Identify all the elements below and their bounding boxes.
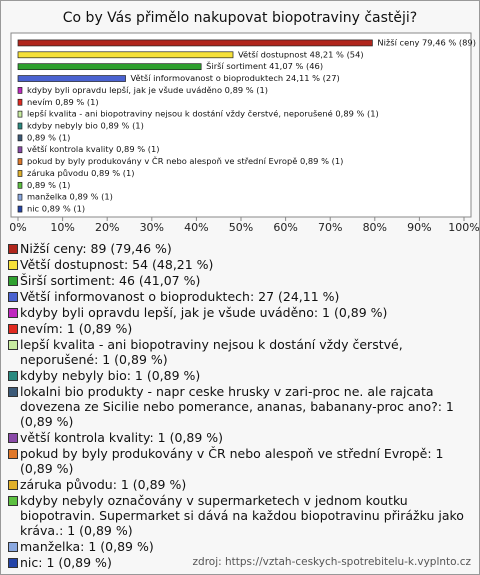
- legend-swatch: [8, 433, 18, 443]
- legend-swatch: [8, 480, 18, 490]
- legend-label: nevím: 1 (0,89 %): [20, 321, 133, 336]
- bar: [17, 39, 373, 47]
- legend-label: kdyby nebyly bio: 1 (0,89 %): [20, 368, 201, 383]
- value-label: Větší dostupnost 48,21 % (54): [238, 49, 364, 59]
- legend-item: Větší dostupnost: 54 (48,21 %): [7, 257, 473, 272]
- legend-label: Větší dostupnost: 54 (48,21 %): [20, 257, 214, 272]
- legend-label: manželka: 1 (0,89 %): [20, 539, 154, 554]
- bar: [17, 63, 202, 71]
- legend-label: nic: 1 (0,89 %): [20, 555, 112, 570]
- legend-item: Širší sortiment: 46 (41,07 %): [7, 273, 473, 288]
- bar: [17, 75, 126, 82]
- bar: [17, 98, 23, 106]
- bar: [17, 146, 23, 154]
- value-label: nevím 0,89 % (1): [27, 97, 99, 107]
- legend-label: větší kontrola kvality: 1 (0,89 %): [20, 430, 224, 445]
- legend-swatch: [8, 324, 18, 334]
- legend-item: nic: 1 (0,89 %): [7, 555, 473, 570]
- legend-item: nevím: 1 (0,89 %): [7, 321, 473, 336]
- legend: Nižší ceny: 89 (79,46 %) Větší dostupnost…: [7, 241, 473, 571]
- legend-item: lepší kvalita - ani biopotraviny nejsou …: [7, 337, 473, 367]
- legend-label: Větší informovanost o bioproduktech: 27 …: [20, 289, 340, 304]
- legend-label: kdyby byli opravdu lepší, jak je všude u…: [20, 305, 388, 320]
- x-tick-label: 30%: [140, 221, 164, 234]
- legend-label: lepší kvalita - ani biopotraviny nejsou …: [20, 337, 403, 367]
- legend-swatch: [8, 260, 18, 270]
- value-label: větší kontrola kvality 0,89 % (1): [27, 144, 160, 154]
- bar: [17, 122, 23, 130]
- legend-swatch: [8, 542, 18, 552]
- x-tick-label: 90%: [407, 221, 431, 234]
- legend-swatch: [8, 496, 18, 506]
- bar: [17, 205, 23, 213]
- value-label: Širší sortiment 41,07 % (46): [206, 60, 323, 71]
- legend-item: Nižší ceny: 89 (79,46 %): [7, 241, 473, 256]
- legend-swatch: [8, 449, 18, 459]
- value-label: nic 0,89 % (1): [27, 204, 85, 214]
- value-label: záruka původu 0,89 % (1): [27, 168, 135, 178]
- value-label: lepší kvalita - ani biopotraviny nejsou …: [27, 109, 379, 119]
- legend-item: větší kontrola kvality: 1 (0,89 %): [7, 430, 473, 445]
- bar: [17, 181, 23, 189]
- x-tick-label: 80%: [363, 221, 387, 234]
- bar: [17, 87, 23, 94]
- legend-swatch: [8, 371, 18, 381]
- legend-item: kdyby byli opravdu lepší, jak je všude u…: [7, 305, 473, 320]
- legend-swatch: [8, 308, 18, 318]
- legend-item: pokud by byly produkovány v ČR nebo ales…: [7, 446, 473, 476]
- chart: Co by Vás přimělo nakupovat biopotraviny…: [9, 10, 479, 234]
- legend-swatch: [8, 244, 18, 254]
- legend-label: lokalni bio produkty - napr ceske hrusky…: [20, 384, 454, 429]
- legend-swatch: [8, 558, 18, 568]
- x-tick-label: 0%: [9, 221, 26, 234]
- legend-label: kdyby nebyly označovány v supermarketech…: [20, 493, 464, 538]
- legend-item: manželka: 1 (0,89 %): [7, 539, 473, 554]
- value-label: kdyby byli opravdu lepší, jak je všude u…: [27, 85, 268, 95]
- legend-item: záruka původu: 1 (0,89 %): [7, 477, 473, 492]
- legend-swatch: [8, 387, 18, 397]
- legend-swatch: [8, 292, 18, 302]
- x-tick-label: 70%: [318, 221, 342, 234]
- bar: [17, 110, 23, 118]
- x-tick-label: 50%: [229, 221, 253, 234]
- legend-label: záruka původu: 1 (0,89 %): [20, 477, 187, 492]
- x-tick-label: 20%: [95, 221, 119, 234]
- value-label: 0,89 % (1): [27, 132, 70, 142]
- value-label: Nižší ceny 79,46 % (89): [377, 37, 476, 47]
- x-tick-label: 60%: [273, 221, 297, 234]
- value-label: manželka 0,89 % (1): [27, 192, 113, 202]
- bar: [17, 158, 23, 165]
- legend-swatch: [8, 340, 18, 350]
- x-tick-label: 100%: [448, 221, 479, 234]
- source: zdroj: https://vztah-ceskych-spotrebitel…: [192, 556, 471, 568]
- bar: [17, 170, 23, 177]
- value-label: pokud by byly produkovány v ČR nebo ales…: [27, 155, 343, 166]
- legend-item: lokalni bio produkty - napr ceske hrusky…: [7, 384, 473, 429]
- x-tick-label: 40%: [184, 221, 208, 234]
- bar: [17, 51, 234, 59]
- bar: [17, 134, 23, 142]
- legend-item: kdyby nebyly bio: 1 (0,89 %): [7, 368, 473, 383]
- legend-swatch: [8, 276, 18, 286]
- chart-title: Co by Vás přimělo nakupovat biopotraviny…: [63, 10, 417, 26]
- value-label: Větší informovanost o bioproduktech 24,1…: [131, 73, 340, 83]
- x-tick-label: 10%: [50, 221, 74, 234]
- value-label: kdyby nebyly bio 0,89 % (1): [27, 121, 144, 131]
- value-label: 0,89 % (1): [27, 180, 70, 190]
- legend-label: pokud by byly produkovány v ČR nebo ales…: [20, 446, 444, 476]
- legend-label: Nižší ceny: 89 (79,46 %): [20, 241, 172, 256]
- bar: [17, 193, 23, 201]
- legend-item: kdyby nebyly označovány v supermarketech…: [7, 493, 473, 538]
- legend-label: Širší sortiment: 46 (41,07 %): [20, 273, 201, 288]
- legend-item: Větší informovanost o bioproduktech: 27 …: [7, 289, 473, 304]
